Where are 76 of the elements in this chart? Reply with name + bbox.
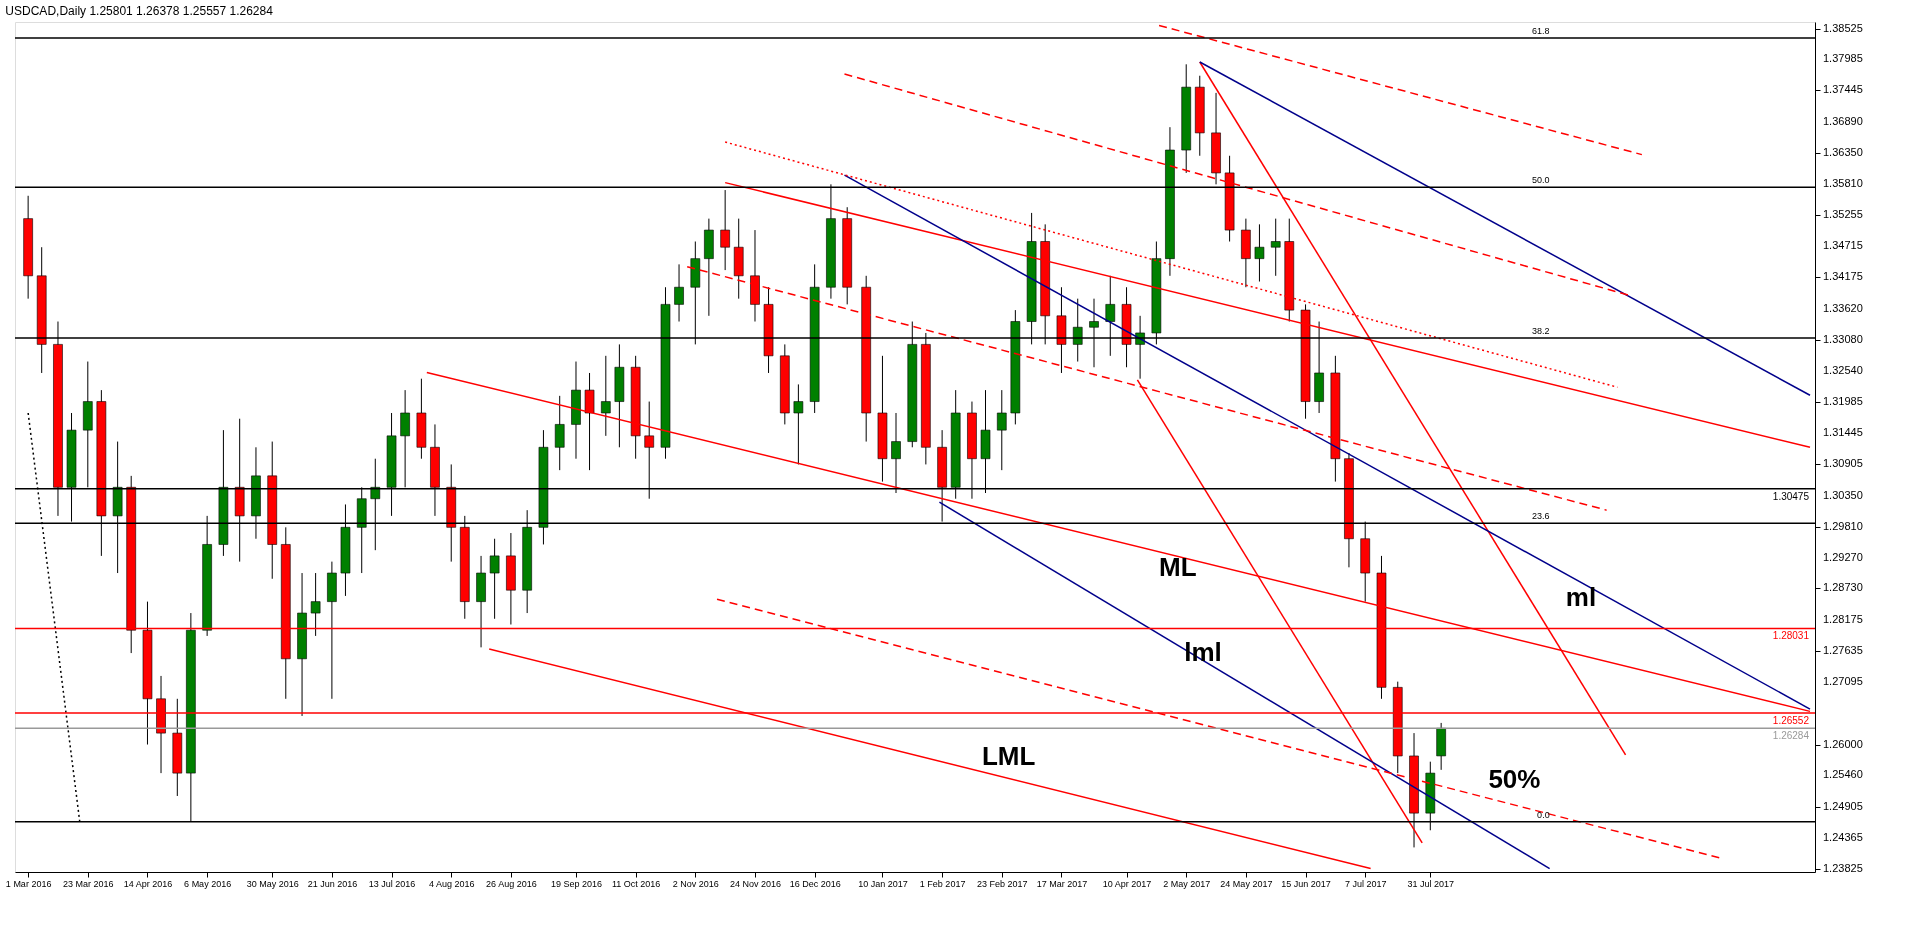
x-tick-label: 30 May 2016 bbox=[246, 878, 299, 889]
y-tick-label: 1.33080 bbox=[1823, 332, 1863, 345]
y-tick-label: 1.26000 bbox=[1823, 737, 1863, 750]
x-tick-label: 23 Mar 2016 bbox=[63, 878, 114, 889]
annotation: 0.0 bbox=[1537, 809, 1550, 820]
annotation: lml bbox=[1184, 636, 1222, 667]
ref-line-label: 1.28031 bbox=[1772, 630, 1810, 642]
y-tick-label: 1.29810 bbox=[1823, 519, 1863, 532]
y-tick-label: 1.37445 bbox=[1823, 83, 1863, 96]
ref-line-label: 1.30475 bbox=[1772, 490, 1810, 502]
y-tick-label: 1.30905 bbox=[1823, 457, 1863, 470]
x-tick-label: 23 Feb 2017 bbox=[977, 878, 1028, 889]
annotation: 23.6 bbox=[1532, 511, 1550, 522]
candlestick bbox=[554, 395, 565, 471]
y-tick-label: 1.34175 bbox=[1823, 270, 1863, 283]
y-tick-label: 1.29270 bbox=[1823, 550, 1863, 563]
candlestick bbox=[489, 538, 500, 620]
y-tick-label: 1.27095 bbox=[1823, 674, 1863, 687]
x-tick-label: 16 Dec 2016 bbox=[789, 878, 841, 889]
y-tick-label: 1.27635 bbox=[1823, 644, 1863, 657]
x-tick-label: 21 Jun 2016 bbox=[307, 878, 358, 889]
annotation: 61.8 bbox=[1532, 26, 1550, 37]
candlestick bbox=[1270, 218, 1281, 277]
y-tick-label: 1.23825 bbox=[1823, 861, 1863, 874]
x-tick-label: 10 Jan 2017 bbox=[858, 878, 908, 889]
y-tick-label: 1.25460 bbox=[1823, 768, 1863, 781]
y-tick-label: 1.32540 bbox=[1823, 363, 1863, 376]
annotation: ML bbox=[1159, 551, 1197, 582]
x-tick-label: 15 Jun 2017 bbox=[1281, 878, 1331, 889]
y-tick-label: 1.35255 bbox=[1823, 208, 1863, 221]
annotation: ml bbox=[1565, 582, 1597, 613]
y-tick-label: 1.31445 bbox=[1823, 426, 1863, 439]
x-tick-label: 17 Mar 2017 bbox=[1036, 878, 1088, 889]
annotation: 50.0 bbox=[1532, 175, 1550, 186]
x-tick-label: 19 Sep 2016 bbox=[550, 878, 603, 889]
x-tick-label: 31 Jul 2017 bbox=[1407, 878, 1455, 889]
annotation: 50% bbox=[1488, 764, 1541, 795]
x-tick-label: 2 Nov 2016 bbox=[672, 878, 719, 889]
ref-line-label: 1.26552 bbox=[1772, 714, 1810, 726]
candlestick bbox=[793, 383, 804, 465]
chart-title: USDCAD,Daily 1.25801 1.26378 1.25557 1.26284 bbox=[5, 4, 274, 18]
y-tick-label: 1.24905 bbox=[1823, 800, 1863, 813]
x-tick-label: 2 May 2017 bbox=[1163, 878, 1211, 889]
y-tick-label: 1.28730 bbox=[1823, 581, 1863, 594]
y-tick-label: 1.38525 bbox=[1823, 21, 1863, 34]
candlestick bbox=[1254, 223, 1265, 283]
x-tick-label: 24 Nov 2016 bbox=[729, 878, 782, 889]
y-tick-label: 1.30350 bbox=[1823, 488, 1863, 501]
candlestick bbox=[310, 572, 321, 637]
y-tick-label: 1.37985 bbox=[1823, 52, 1863, 65]
x-tick-label: 24 May 2017 bbox=[1220, 878, 1273, 889]
x-tick-label: 1 Feb 2017 bbox=[919, 878, 966, 889]
x-tick-label: 14 Apr 2016 bbox=[123, 878, 173, 889]
x-tick-label: 1 Mar 2016 bbox=[5, 878, 52, 889]
y-tick-label: 1.35810 bbox=[1823, 176, 1863, 189]
x-tick-label: 7 Jul 2017 bbox=[1344, 878, 1387, 889]
y-tick-label: 1.36890 bbox=[1823, 115, 1863, 128]
x-tick-label: 4 Aug 2016 bbox=[428, 878, 475, 889]
x-tick-label: 11 Oct 2016 bbox=[611, 878, 661, 889]
candlestick bbox=[601, 355, 611, 437]
candlestick bbox=[720, 189, 730, 271]
candlestick bbox=[674, 263, 684, 323]
annotation: 38.2 bbox=[1532, 326, 1550, 337]
y-tick-label: 1.28175 bbox=[1823, 613, 1863, 626]
annotation: LML bbox=[981, 741, 1036, 772]
x-tick-label: 10 Apr 2017 bbox=[1102, 878, 1152, 889]
y-tick-label: 1.34715 bbox=[1823, 239, 1863, 252]
x-tick-label: 26 Aug 2016 bbox=[486, 878, 537, 889]
candlestick bbox=[996, 389, 1007, 471]
x-tick-label: 13 Jul 2016 bbox=[368, 878, 416, 889]
ref-line-label: 1.26284 bbox=[1772, 730, 1810, 742]
x-tick-label: 6 May 2016 bbox=[184, 878, 232, 889]
y-tick-label: 1.36350 bbox=[1823, 145, 1863, 158]
y-tick-label: 1.33620 bbox=[1823, 301, 1863, 314]
y-tick-label: 1.31985 bbox=[1823, 395, 1863, 408]
y-tick-label: 1.24365 bbox=[1823, 830, 1863, 843]
